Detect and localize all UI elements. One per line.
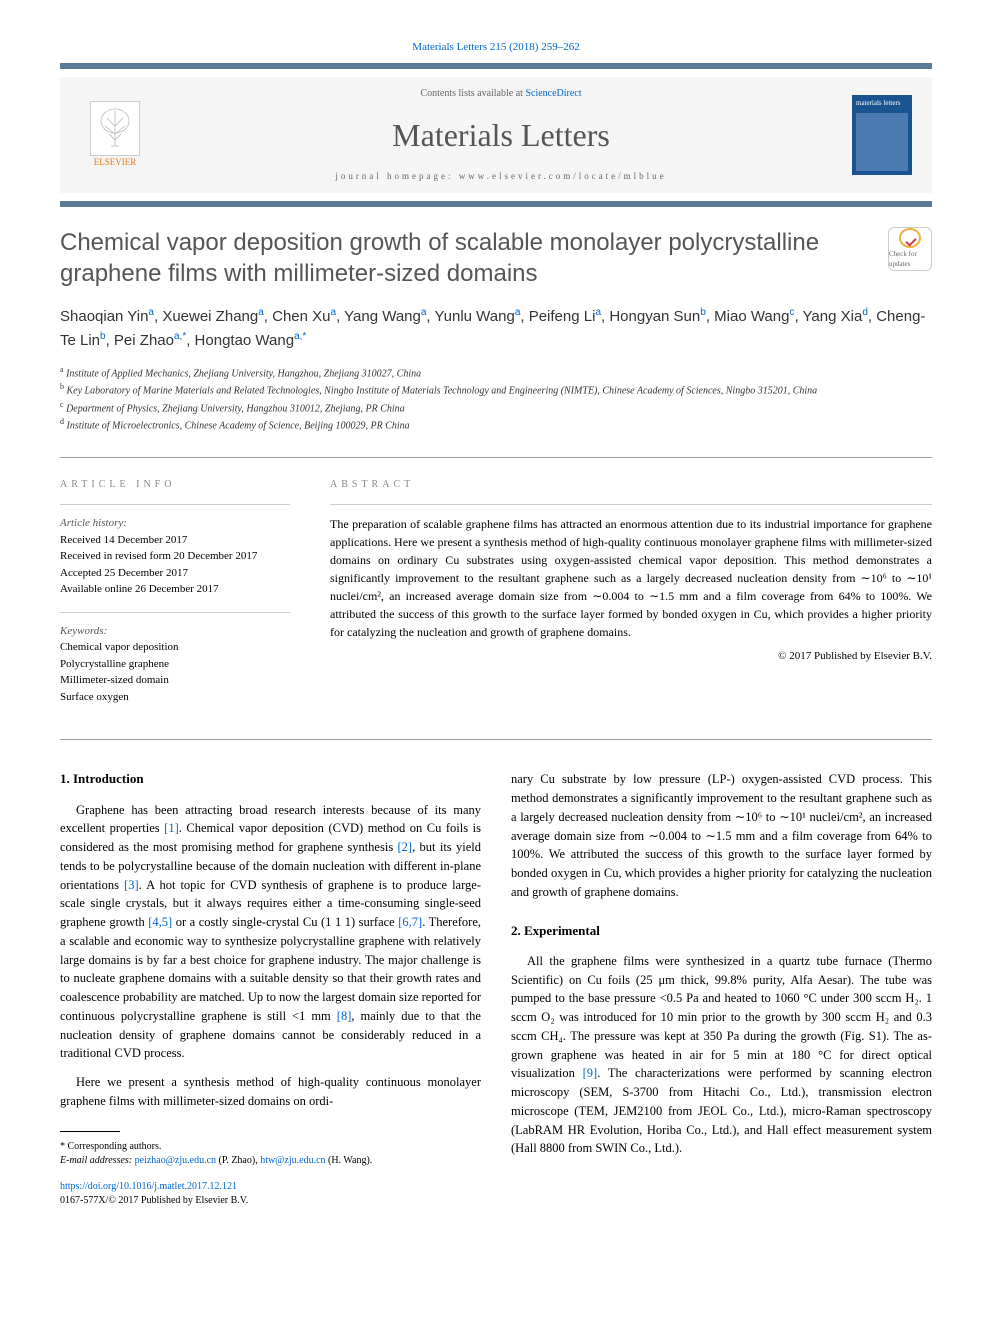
contents-line: Contents lists available at ScienceDirec… [150,87,852,101]
history-line: Received 14 December 2017 [60,532,290,549]
body-columns: 1. Introduction Graphene has been attrac… [60,770,932,1207]
left-column: 1. Introduction Graphene has been attrac… [60,770,481,1207]
section-2-heading: 2. Experimental [511,922,932,940]
divider-line [60,457,932,458]
info-divider-2 [60,612,290,613]
email2-name: (H. Wang). [326,1155,373,1166]
check-updates-badge[interactable]: Check for updates [888,227,932,271]
experimental-para: All the graphene films were synthesized … [511,952,932,1158]
abstract-copyright: © 2017 Published by Elsevier B.V. [330,649,932,664]
body-text-right-top: nary Cu substrate by low pressure (LP-) … [511,770,932,901]
publisher-logo: ELSEVIER [80,95,150,175]
abstract-divider [330,504,932,505]
right-column: nary Cu substrate by low pressure (LP-) … [511,770,932,1207]
keyword-line: Millimeter-sized domain [60,672,290,689]
doi-link[interactable]: https://doi.org/10.1016/j.matlet.2017.12… [60,1181,237,1192]
intro-para-cont: nary Cu substrate by low pressure (LP-) … [511,770,932,901]
article-history: Article history: Received 14 December 20… [60,515,290,598]
affiliation-line: b Key Laboratory of Marine Materials and… [60,381,932,398]
header-content: ELSEVIER Contents lists available at Sci… [60,77,932,192]
corr-label: * Corresponding authors. [60,1140,481,1154]
body-text-left: Graphene has been attracting broad resea… [60,801,481,1111]
abstract-text: The preparation of scalable graphene fil… [330,515,932,641]
history-line: Received in revised form 20 December 201… [60,548,290,565]
email-link-2[interactable]: htw@zju.edu.cn [260,1155,325,1166]
article-info-column: article info Article history: Received 1… [60,478,290,719]
doi-block: https://doi.org/10.1016/j.matlet.2017.12… [60,1180,481,1208]
meta-row: article info Article history: Received 1… [60,478,932,719]
keywords-label: Keywords: [60,623,290,640]
divider-line-2 [60,739,932,740]
affiliation-line: c Department of Physics, Zhejiang Univer… [60,399,932,416]
citation-line: Materials Letters 215 (2018) 259–262 [60,40,932,55]
homepage-prefix: journal homepage: [335,171,458,181]
corresponding-authors: * Corresponding authors. E-mail addresse… [60,1140,481,1168]
affiliation-line: a Institute of Applied Mechanics, Zhejia… [60,364,932,381]
contents-prefix: Contents lists available at [420,88,525,99]
cover-image-icon [856,113,908,171]
affiliations: a Institute of Applied Mechanics, Zhejia… [60,364,932,433]
journal-cover-icon: materials letters [852,95,912,175]
publisher-name: ELSEVIER [94,156,137,169]
section-1-heading: 1. Introduction [60,770,481,788]
affiliation-line: d Institute of Microelectronics, Chinese… [60,416,932,433]
history-line: Accepted 25 December 2017 [60,565,290,582]
email-line: E-mail addresses: peizhao@zju.edu.cn (P.… [60,1154,481,1168]
history-label: Article history: [60,515,290,532]
journal-name: Materials Letters [150,113,852,158]
check-circle-icon [899,228,921,248]
article-title: Chemical vapor deposition growth of scal… [60,227,932,289]
footnote-separator [60,1131,120,1132]
intro-para-2: Here we present a synthesis method of hi… [60,1073,481,1111]
journal-header: ELSEVIER Contents lists available at Sci… [60,63,932,206]
info-divider [60,504,290,505]
keywords-block: Keywords: Chemical vapor depositionPolyc… [60,623,290,706]
author-list: Shaoqian Yina, Xuewei Zhanga, Chen Xua, … [60,305,932,352]
abstract-heading: abstract [330,478,932,492]
cover-text: materials letters [856,99,908,109]
email1-name: (P. Zhao), [216,1155,260,1166]
homepage-line: journal homepage: www.elsevier.com/locat… [150,170,852,183]
article-header: Check for updates Chemical vapor deposit… [60,227,932,434]
journal-center: Contents lists available at ScienceDirec… [150,87,852,182]
keyword-line: Chemical vapor deposition [60,639,290,656]
info-heading: article info [60,478,290,492]
abstract-column: abstract The preparation of scalable gra… [330,478,932,719]
keyword-line: Polycrystalline graphene [60,656,290,673]
page: Materials Letters 215 (2018) 259–262 ELS… [0,0,992,1248]
elsevier-tree-icon [90,101,140,156]
keyword-line: Surface oxygen [60,689,290,706]
check-label: Check for updates [889,250,931,270]
email-link-1[interactable]: peizhao@zju.edu.cn [135,1155,216,1166]
sciencedirect-link[interactable]: ScienceDirect [525,88,581,99]
email-label: E-mail addresses: [60,1155,135,1166]
history-line: Available online 26 December 2017 [60,581,290,598]
homepage-url[interactable]: www.elsevier.com/locate/mlblue [459,171,667,181]
body-text-experimental: All the graphene films were synthesized … [511,952,932,1158]
issn-line: 0167-577X/© 2017 Published by Elsevier B… [60,1195,248,1206]
intro-para-1: Graphene has been attracting broad resea… [60,801,481,1064]
